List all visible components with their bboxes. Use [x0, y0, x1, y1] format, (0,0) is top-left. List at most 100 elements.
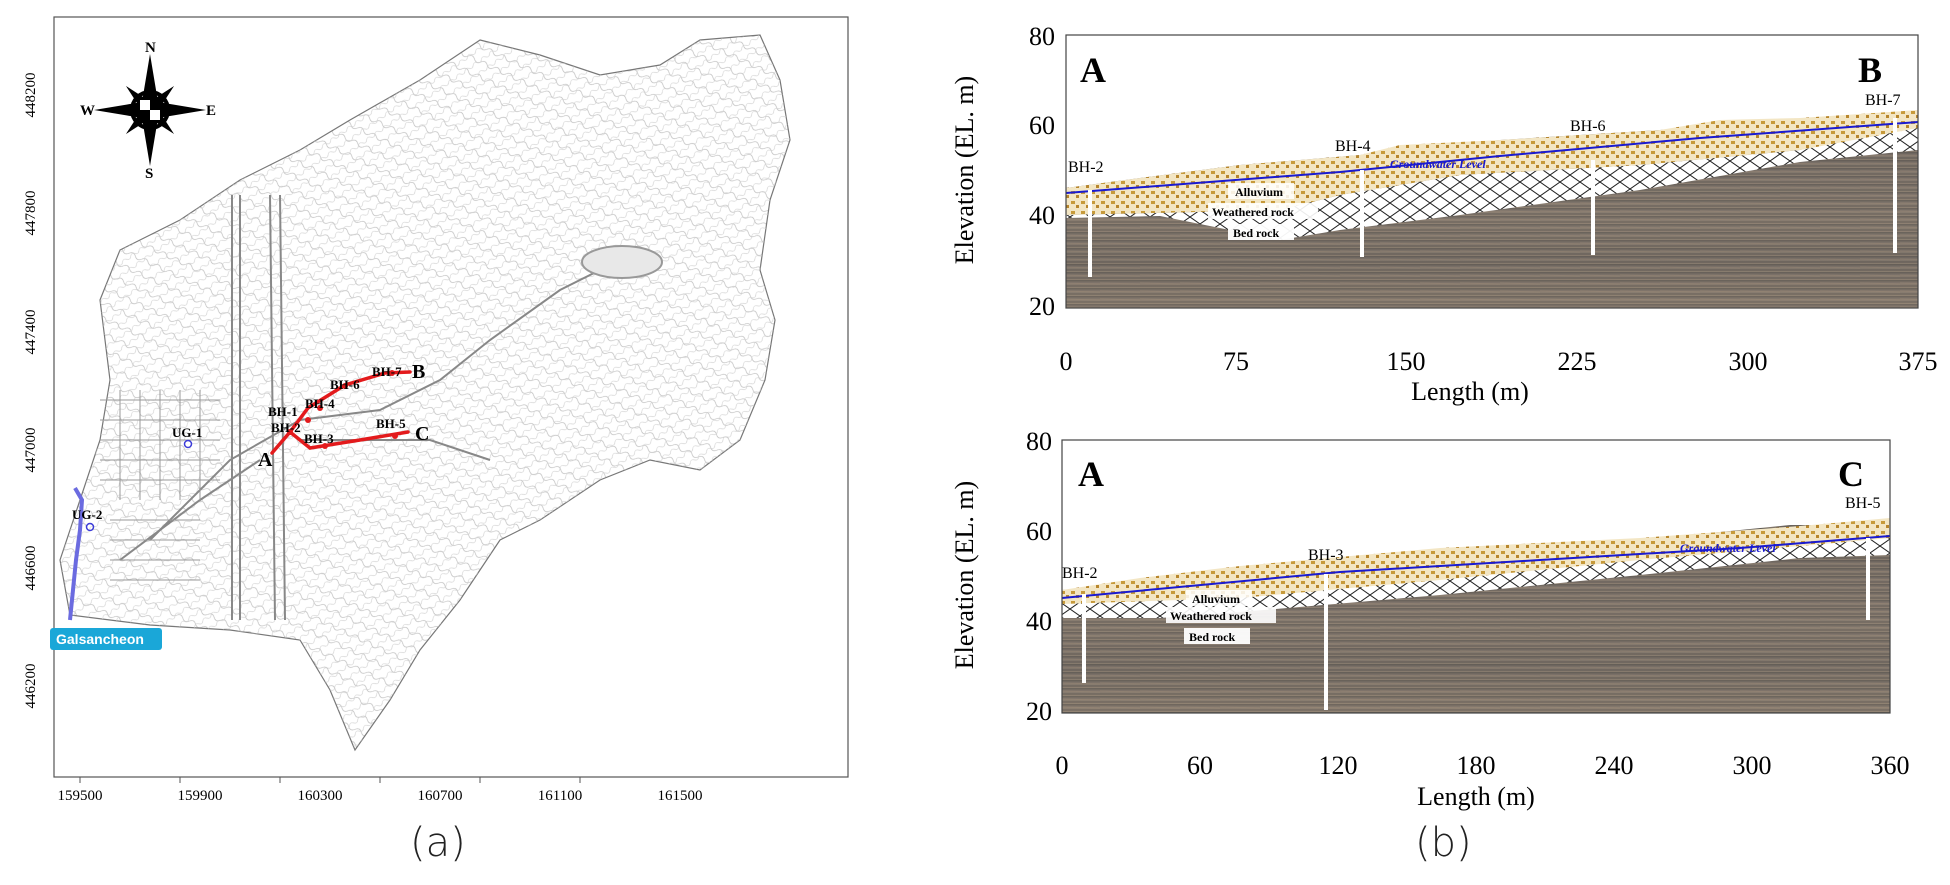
y-tick-ab: 40 [1029, 201, 1055, 230]
bh-label-ab: BH-4 [1335, 138, 1371, 155]
x-label-ac: Length (m) [1417, 782, 1535, 811]
bh-label-ac: BH-5 [1845, 495, 1881, 512]
map-x-tick: 159500 [58, 788, 103, 804]
reservoir [581, 245, 663, 279]
y-tick-ac: 60 [1026, 517, 1052, 546]
borehole-bh1-marker [305, 417, 311, 423]
x-tick-ab: 75 [1223, 347, 1249, 376]
galsancheon-river [68, 486, 85, 621]
compass-n: N [145, 40, 156, 56]
borehole-bh7-marker [389, 370, 395, 376]
cross-sections: Alluvium Weathered rock Bed rock Groundw… [950, 20, 1938, 811]
y-label-ab: Elevation (EL. m) [950, 76, 979, 264]
alluvium-ac [1062, 518, 1890, 604]
x-tick-ab: 0 [1060, 347, 1073, 376]
weathered-rock-ab [1066, 120, 1918, 240]
frame-ac [1061, 439, 1891, 714]
label-bh3: BH-3 [304, 431, 334, 446]
caption-b: (b) [1415, 820, 1472, 866]
x-tick-ab: 225 [1558, 347, 1597, 376]
section-point-a: A [258, 449, 273, 471]
x-axis-ab: 0 75 150 225 300 375 Length (m) [1060, 347, 1938, 406]
caption-a: (a) [410, 820, 466, 866]
boreholes-ab [1088, 118, 1897, 277]
label-ug1: UG-1 [172, 425, 202, 440]
x-tick-ab: 375 [1899, 347, 1938, 376]
bh-label-ab: BH-7 [1865, 92, 1901, 109]
map-x-axis: 159500 159900 160300 160700 161100 16150… [58, 777, 703, 804]
compass-rose [94, 54, 206, 166]
borehole-bh4-marker [317, 405, 323, 411]
label-weathered-ab: Weathered rock [1212, 205, 1294, 219]
label-weathered-ac: Weathered rock [1170, 609, 1252, 623]
groundwater-level-ab [1065, 121, 1919, 194]
cross-sections-panel: Alluvium Weathered rock Bed rock Groundw… [940, 0, 1950, 880]
label-bedrock-ac: Bed rock [1189, 630, 1235, 644]
x-tick-ac: 60 [1187, 751, 1213, 780]
bh-label-ac: BH-3 [1308, 547, 1344, 564]
map-x-tick: 160300 [298, 788, 343, 804]
label-alluvium-ab: Alluvium [1235, 185, 1283, 199]
borehole-bh6-marker [342, 383, 348, 389]
borehole-bh5-marker [392, 433, 398, 439]
x-tick-ac: 180 [1457, 751, 1496, 780]
y-tick-ab: 60 [1029, 111, 1055, 140]
section-point-b: B [412, 361, 425, 383]
groundwater-level-ac [1061, 535, 1891, 599]
borehole-bh2-marker [287, 429, 293, 435]
compass-w: W [80, 103, 95, 119]
label-bh7: BH-7 [372, 364, 402, 379]
map-y-axis: 448200 447800 447400 447000 446600 44620… [23, 73, 39, 709]
y-tick-ac: 40 [1026, 607, 1052, 636]
y-axis-ab: 80 60 40 20 Elevation (EL. m) [950, 22, 1055, 321]
label-bh2: BH-2 [271, 420, 301, 435]
river-label-box [50, 628, 162, 650]
map-x-tick: 159900 [178, 788, 223, 804]
label-ug2: UG-2 [72, 507, 102, 522]
map-y-tick: 447000 [23, 428, 39, 473]
y-tick-ac: 80 [1026, 427, 1052, 456]
x-tick-ac: 0 [1056, 751, 1069, 780]
map-y-tick: 448200 [23, 73, 39, 118]
map-y-tick: 446600 [23, 546, 39, 591]
profile-a-c: Alluvium Weathered rock Bed rock Groundw… [950, 420, 1910, 811]
catchment-contours [60, 35, 790, 750]
borehole-bh3-marker [322, 443, 328, 449]
map-x-tick: 160700 [418, 788, 463, 804]
section-end-ab: B [1858, 50, 1882, 90]
boreholes-ac [1082, 538, 1870, 710]
x-label-ab: Length (m) [1411, 377, 1529, 406]
x-tick-ac: 300 [1733, 751, 1772, 780]
section-start-ac: A [1078, 454, 1104, 494]
compass-s: S [145, 166, 153, 182]
profile-a-b: Alluvium Weathered rock Bed rock Groundw… [950, 20, 1938, 406]
bh-label-ac: BH-2 [1062, 565, 1098, 582]
y-tick-ab: 80 [1029, 22, 1055, 51]
compass-e: E [206, 103, 216, 119]
site-map: Galsancheon BH-1 BH-2 BH-3 BH-4 BH-5 BH-… [23, 16, 849, 804]
x-tick-ac: 360 [1871, 751, 1910, 780]
x-tick-ab: 300 [1729, 347, 1768, 376]
well-ug1-marker [183, 439, 193, 449]
label-gw-ab: Groundwater Level [1390, 157, 1486, 171]
map-y-tick: 447800 [23, 191, 39, 236]
y-tick-ac: 20 [1026, 697, 1052, 726]
x-tick-ac: 120 [1319, 751, 1358, 780]
y-tick-ab: 20 [1029, 292, 1055, 321]
section-end-ac: C [1838, 454, 1864, 494]
y-axis-ac: 80 60 40 20 Elevation (EL. m) [950, 427, 1052, 726]
label-bh6: BH-6 [330, 377, 360, 392]
label-bedrock-ab: Bed rock [1233, 226, 1279, 240]
y-label-ac: Elevation (EL. m) [950, 481, 979, 669]
x-axis-ac: 0 60 120 180 240 300 360 Length (m) [1056, 751, 1910, 811]
map-y-tick: 446200 [23, 664, 39, 709]
river-label: Galsancheon [56, 631, 144, 647]
label-bh4: BH-4 [305, 396, 335, 411]
label-bh1: BH-1 [268, 404, 298, 419]
frame-ab [1065, 34, 1919, 309]
bh-label-ab: BH-6 [1570, 118, 1606, 135]
label-bh5: BH-5 [376, 416, 406, 431]
section-point-c: C [415, 423, 429, 445]
well-ug2-marker [85, 522, 95, 532]
compass-letters: N S E W [80, 40, 216, 182]
